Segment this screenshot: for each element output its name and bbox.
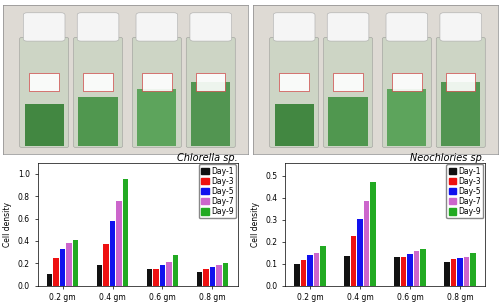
Bar <box>60 249 66 286</box>
Text: Neochlories sp.: Neochlories sp. <box>410 153 485 163</box>
FancyBboxPatch shape <box>324 37 372 148</box>
FancyBboxPatch shape <box>136 13 177 41</box>
Bar <box>30 73 59 91</box>
Bar <box>110 221 116 286</box>
Bar <box>216 266 222 286</box>
Bar <box>446 73 476 91</box>
Bar <box>122 180 128 286</box>
FancyBboxPatch shape <box>132 37 182 148</box>
Bar <box>172 255 178 286</box>
Bar <box>400 257 406 286</box>
Legend: Day-1, Day-3, Day-5, Day-7, Day-9: Day-1, Day-3, Day-5, Day-7, Day-9 <box>199 164 236 218</box>
Bar <box>142 73 172 91</box>
FancyBboxPatch shape <box>386 13 428 41</box>
Bar <box>274 104 314 146</box>
Bar <box>420 249 426 286</box>
Bar <box>280 73 309 91</box>
Y-axis label: Cell density: Cell density <box>250 202 260 247</box>
Bar <box>314 253 320 286</box>
FancyBboxPatch shape <box>190 13 232 41</box>
Bar <box>307 255 313 286</box>
Bar <box>210 266 216 286</box>
Bar <box>457 258 463 286</box>
Bar <box>294 264 300 286</box>
Y-axis label: Cell density: Cell density <box>3 202 12 247</box>
Bar <box>116 201 122 286</box>
Bar <box>66 243 72 286</box>
FancyBboxPatch shape <box>186 37 236 148</box>
Bar <box>72 240 78 286</box>
Bar <box>414 251 420 286</box>
Legend: Day-1, Day-3, Day-5, Day-7, Day-9: Day-1, Day-3, Day-5, Day-7, Day-9 <box>446 164 484 218</box>
Bar <box>394 258 400 286</box>
Bar <box>344 256 350 286</box>
Text: Chlorella sp.: Chlorella sp. <box>177 153 238 163</box>
Bar <box>300 260 306 286</box>
Bar <box>444 262 450 286</box>
Bar <box>84 73 113 91</box>
Bar <box>196 73 226 91</box>
Bar <box>387 89 426 146</box>
Bar <box>46 274 52 286</box>
Bar <box>334 73 363 91</box>
Bar <box>328 97 368 146</box>
Bar <box>203 269 209 286</box>
FancyBboxPatch shape <box>270 37 318 148</box>
Bar <box>146 269 152 286</box>
FancyBboxPatch shape <box>77 13 119 41</box>
FancyBboxPatch shape <box>436 37 485 148</box>
FancyBboxPatch shape <box>382 37 432 148</box>
Bar <box>450 259 456 286</box>
FancyBboxPatch shape <box>327 13 369 41</box>
FancyBboxPatch shape <box>440 13 482 41</box>
FancyBboxPatch shape <box>20 37 68 148</box>
Bar <box>196 272 202 286</box>
Bar <box>160 266 166 286</box>
Bar <box>464 257 469 286</box>
Bar <box>370 182 376 286</box>
Bar <box>103 244 109 286</box>
Bar <box>53 258 59 286</box>
Bar <box>350 236 356 286</box>
Bar <box>137 89 176 146</box>
FancyBboxPatch shape <box>24 13 65 41</box>
Bar <box>24 104 64 146</box>
Bar <box>364 201 370 286</box>
Bar <box>78 97 118 146</box>
Bar <box>357 219 363 286</box>
FancyBboxPatch shape <box>274 13 315 41</box>
Bar <box>166 262 172 286</box>
Bar <box>96 266 102 286</box>
Bar <box>441 82 480 146</box>
Bar <box>320 246 326 286</box>
Bar <box>153 269 159 286</box>
Bar <box>470 253 476 286</box>
Bar <box>392 73 422 91</box>
Bar <box>191 82 230 146</box>
FancyBboxPatch shape <box>74 37 122 148</box>
Bar <box>407 254 413 286</box>
Bar <box>222 263 228 286</box>
